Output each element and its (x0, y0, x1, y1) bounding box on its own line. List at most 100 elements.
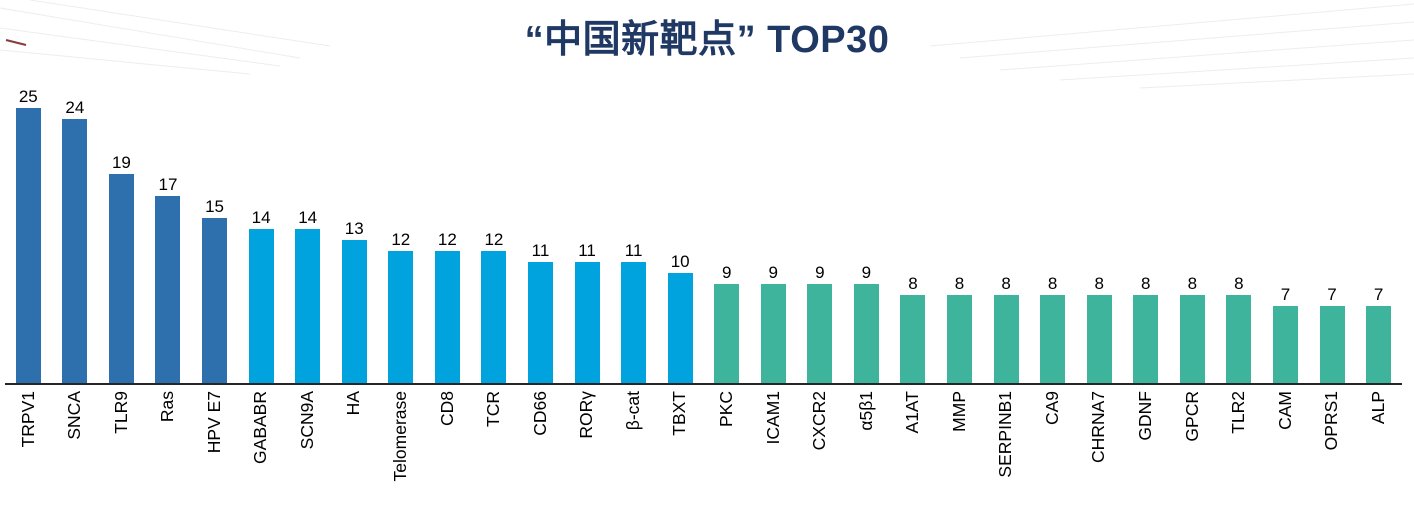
plot-area: 25 24 19 17 15 14 14 13 12 12 12 11 11 11 10 9 9 9 9 8 8 8 8 8 8… (5, 80, 1402, 385)
bar-CD8 (434, 251, 460, 383)
bar-A1AT (900, 295, 926, 383)
bar-SERPINB1 (993, 295, 1019, 383)
bar-value-label: 8 (1001, 274, 1011, 293)
x-axis-label-cell: GPCR (1169, 385, 1216, 513)
x-axis-label: TCR (483, 391, 504, 427)
chart-title: “中国新靶点” TOP30 (524, 19, 890, 61)
bar-TRPV1 (15, 108, 41, 383)
x-axis-label: CAM (1274, 391, 1295, 430)
x-axis-label-cell: ICAM1 (750, 385, 797, 513)
x-axis-label: CXCR2 (809, 391, 830, 451)
bar-column: 8 (936, 275, 983, 383)
bar-value-label: 13 (344, 219, 364, 238)
x-axis-label: A1AT (902, 391, 923, 434)
bar-value-label: 7 (1327, 285, 1337, 304)
x-axis-label: TLR2 (1228, 391, 1249, 434)
bar-value-label: 14 (298, 208, 318, 227)
bar-value-label: 12 (437, 230, 457, 249)
x-axis-label: GABABR (250, 391, 271, 464)
x-axis-label: β-cat (622, 391, 643, 431)
bar-column: 10 (657, 253, 704, 383)
bar-value-label: 9 (768, 263, 779, 282)
x-axis-label-cell: HA (331, 385, 378, 513)
bar-column: 14 (238, 209, 285, 383)
x-axis-label: HPV E7 (203, 391, 224, 454)
bar-value-label: 11 (578, 241, 596, 260)
x-axis-label-cell: SCN9A (284, 385, 331, 513)
bar-value-label: 9 (815, 263, 825, 282)
x-axis-label-cell: CD66 (517, 385, 564, 513)
x-axis-label-cell: Ras (145, 385, 192, 513)
bar-value-label: 9 (721, 263, 732, 282)
x-axis-label: SCN9A (296, 391, 317, 450)
x-axis-label-cell: A1AT (890, 385, 937, 513)
x-axis-label-cell: RORγ (564, 385, 611, 513)
bar-column: 25 (5, 88, 52, 383)
bar-value-label: 7 (1280, 285, 1291, 304)
bar-value-label: 19 (111, 153, 131, 172)
x-axis-label: ALP (1367, 391, 1388, 425)
bar-SNCA (62, 119, 88, 383)
bar-column: 12 (378, 231, 425, 383)
x-axis-label-cell: HPV E7 (191, 385, 238, 513)
x-axis-label: CD66 (529, 391, 550, 436)
x-axis-label: Ras (157, 391, 178, 423)
bar-ALP (1366, 306, 1392, 383)
x-axis-label-cell: SERPINB1 (983, 385, 1030, 513)
x-axis-label-cell: OPRS1 (1309, 385, 1356, 513)
x-axis-label: CA9 (1041, 391, 1062, 426)
bar-value-label: 8 (954, 274, 965, 293)
bar-column: 9 (843, 264, 890, 383)
bar-column: 7 (1262, 286, 1309, 383)
x-axis-label-cell: TBXT (657, 385, 704, 513)
bar-column: 11 (564, 242, 611, 383)
x-axis-label: SERPINB1 (995, 391, 1016, 478)
bar-GABABR (248, 229, 274, 383)
x-axis-label-cell: CXCR2 (797, 385, 844, 513)
x-axis-label-cell: ALP (1355, 385, 1402, 513)
bar-TLR2 (1226, 295, 1252, 383)
bar-column: 9 (797, 264, 844, 383)
bar-value-label: 11 (624, 241, 643, 260)
x-axis-label: HA (343, 391, 364, 416)
bar-value-label: 8 (1047, 274, 1058, 293)
bar-TCR (481, 251, 507, 383)
x-axis-label: TLR9 (110, 391, 131, 434)
bar-column: 14 (284, 209, 331, 383)
bar-PKC (714, 284, 740, 383)
bar-CD66 (527, 262, 553, 383)
x-axis-label-cell: CA9 (1029, 385, 1076, 513)
x-axis-label: GDNF (1135, 391, 1156, 441)
bar-value-label: 8 (908, 274, 918, 293)
bar-HPV E7 (202, 218, 228, 383)
bar-value-label: 8 (1141, 274, 1151, 293)
bar-column: 8 (1169, 275, 1216, 383)
x-axis-label: TRPV1 (17, 391, 38, 448)
x-axis-label: ICAM1 (762, 391, 783, 445)
bar-column: 8 (1029, 275, 1076, 383)
bar-column: 8 (1216, 275, 1263, 383)
bar-value-label: 17 (158, 175, 178, 194)
bar-TBXT (667, 273, 693, 383)
x-axis-label: CHRNA7 (1088, 391, 1109, 463)
bar-column: 9 (703, 264, 750, 383)
bar-column: 8 (983, 275, 1030, 383)
bar-GPCR (1179, 295, 1205, 383)
bar-β-cat (621, 262, 647, 383)
x-axis-label-cell: TLR2 (1216, 385, 1263, 513)
bar-MMP (947, 295, 973, 383)
bar-value-label: 24 (65, 98, 85, 117)
bar-value-label: 12 (484, 230, 504, 249)
bar-column: 7 (1309, 286, 1356, 383)
x-axis-label-cell: GABABR (238, 385, 285, 513)
bar-Telomerase (388, 251, 414, 383)
bar-value-label: 12 (391, 230, 411, 249)
bar-column: 12 (424, 231, 471, 383)
x-axis-label: α5β1 (855, 391, 876, 431)
bar-value-label: 8 (1187, 274, 1198, 293)
x-axis-label-cell: α5β1 (843, 385, 890, 513)
bar-value-label: 7 (1373, 285, 1384, 304)
x-axis-label-cell: MMP (936, 385, 983, 513)
bar-column: 8 (1123, 275, 1170, 383)
